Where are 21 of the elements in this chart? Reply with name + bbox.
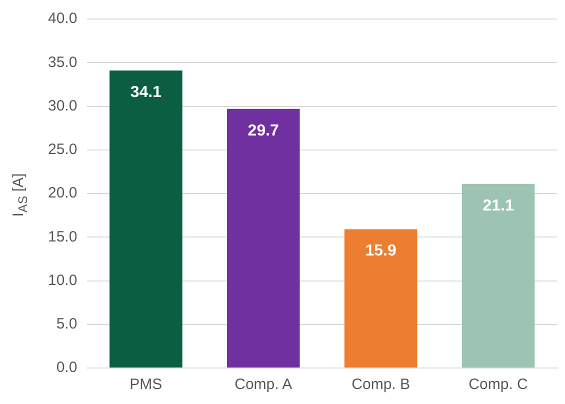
data-label: 21.1 (482, 197, 514, 214)
y-tick-label: 20.0 (48, 184, 78, 202)
data-label: 29.7 (248, 122, 280, 140)
y-tick-label: 35.0 (48, 54, 78, 71)
bar (462, 184, 535, 368)
y-tick-label: 25.0 (48, 141, 78, 158)
data-label: 15.9 (365, 242, 396, 260)
y-tick-label: 10.0 (48, 272, 78, 289)
y-tick-label: 15.0 (48, 228, 78, 246)
data-label: 34.1 (130, 84, 162, 101)
y-tick-label: 0.0 (56, 359, 78, 376)
y-tick-label: 40.0 (48, 10, 78, 28)
x-tick-label: Comp. B (352, 376, 410, 394)
y-tick-label: 5.0 (56, 316, 78, 333)
x-tick-label: Comp. A (234, 376, 292, 394)
x-tick-label: Comp. C (468, 376, 528, 394)
bar (226, 108, 300, 368)
bar (110, 70, 182, 368)
y-tick-label: 30.0 (48, 97, 78, 114)
x-tick-label: PMS (130, 376, 162, 394)
bar (344, 229, 418, 368)
